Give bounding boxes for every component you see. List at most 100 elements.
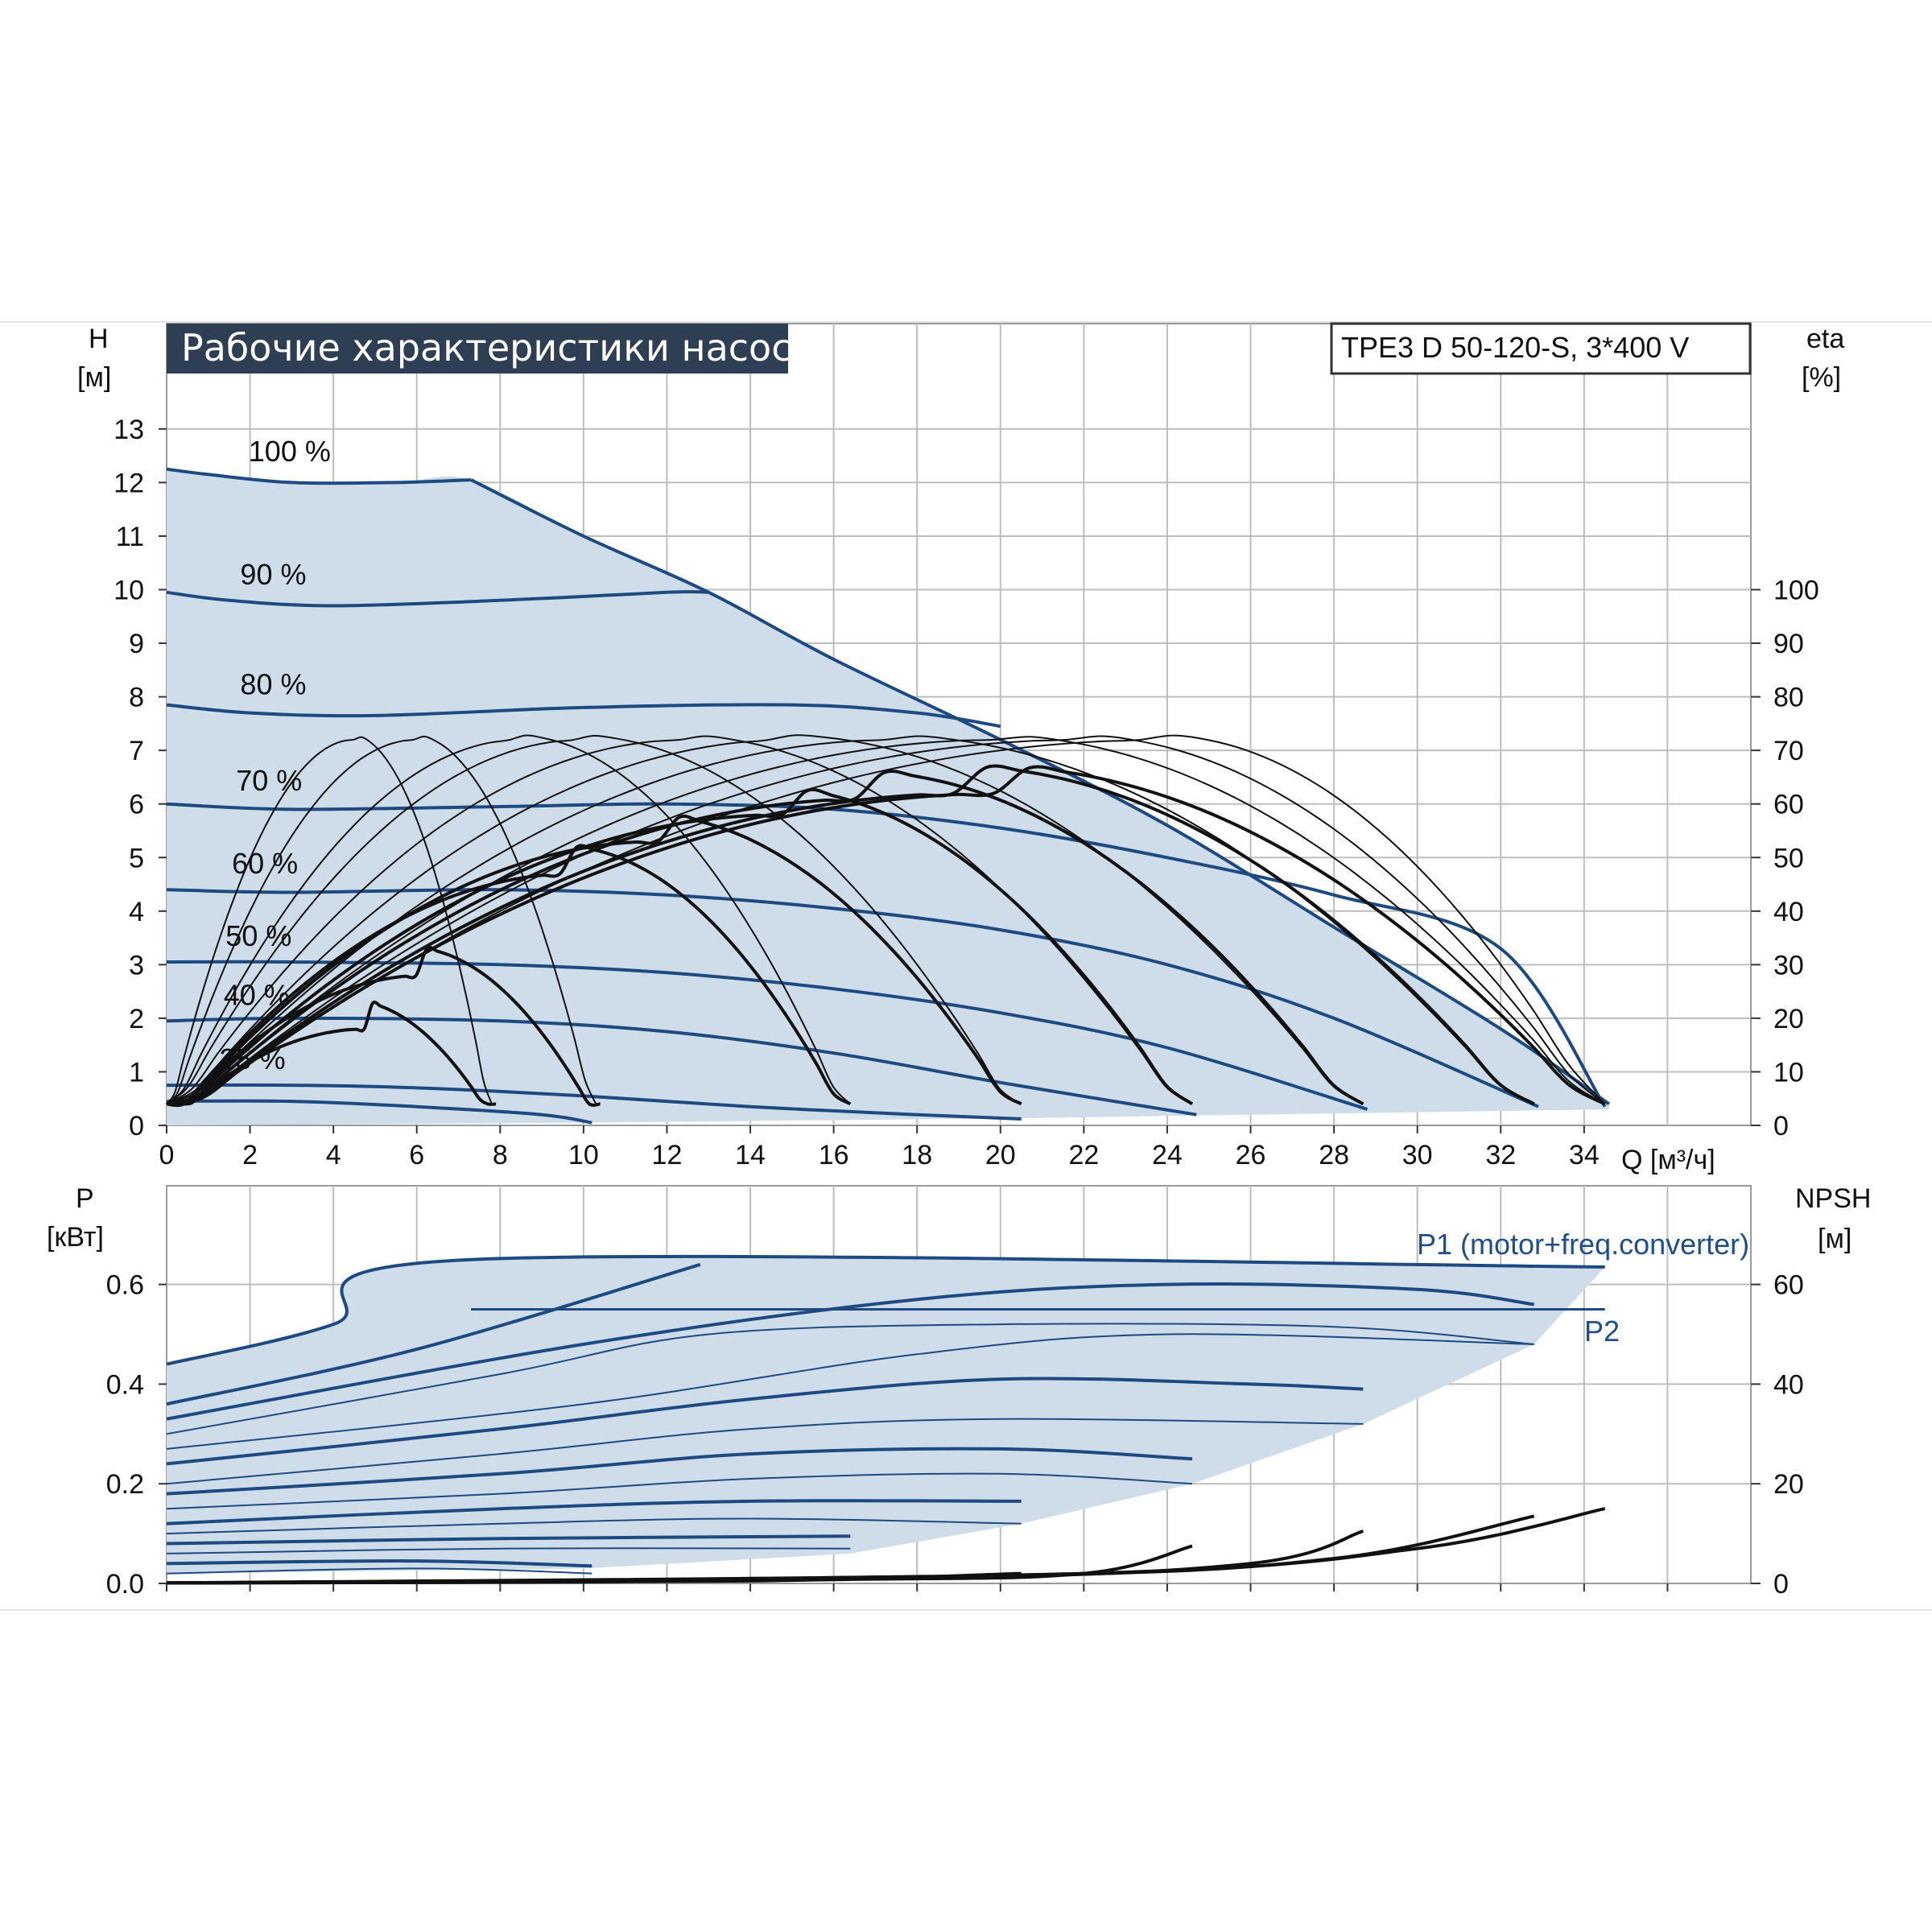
q-axis-title: Q [м³/ч] (1621, 1145, 1715, 1175)
p1-max-curve (166, 1254, 1605, 1366)
y2-tick-label: 80 (1773, 683, 1804, 713)
title-box (167, 324, 788, 374)
power-panel: 0.0 0.2 0.4 0.6 0 20 40 60 P [кВт] NPSH [м] P1 … (47, 1183, 1871, 1600)
p1-curve (166, 1282, 1534, 1421)
npsh-curves (166, 1507, 1606, 1585)
efficiency-curve (166, 735, 1606, 1105)
y-tick-label: 10 (114, 576, 144, 606)
p-tick-label: 0.0 (106, 1569, 144, 1600)
speed-label: 100 % (249, 435, 331, 468)
efficiency-curve-bold (166, 844, 852, 1108)
model-label: TPE3 D 50-120-S, 3*400 V (1341, 331, 1689, 364)
p1-curve (166, 1377, 1364, 1466)
efficiency-curve-bold (166, 945, 601, 1107)
max-curve (470, 478, 1611, 1106)
y2-tick-label: 20 (1773, 1004, 1804, 1034)
p2-curve (166, 1333, 1534, 1450)
speed-label: 50 % (225, 919, 291, 952)
p2-curve (166, 1472, 1193, 1510)
p1-curve (166, 1262, 701, 1406)
speed-label: 60 % (232, 847, 298, 880)
p-tick-label: 0.6 (106, 1270, 144, 1301)
efficiency-curve (166, 736, 1606, 1105)
npsh-tick-label: 0 (1773, 1569, 1789, 1600)
npsh-tick-label: 60 (1773, 1270, 1804, 1301)
x-tick-label: 32 (1485, 1140, 1516, 1170)
efficiency-curve-bold (166, 765, 1606, 1106)
head-curve (166, 703, 1001, 729)
model-box (1330, 322, 1752, 375)
x-tick-label: 20 (985, 1140, 1016, 1170)
speed-label: 70 % (236, 764, 302, 797)
p2-curve (166, 1567, 592, 1575)
efficiency-curves (166, 734, 1606, 1108)
npsh-curve (166, 1507, 1606, 1585)
head-ticks: 0 2 4 6 8 10 12 14 16 18 20 22 24 26 28 30 32 34012345678… (114, 415, 1819, 1170)
x-tick-label: 18 (902, 1140, 932, 1170)
y-tick-label: 8 (129, 683, 144, 713)
efficiency-curve (166, 734, 852, 1105)
y-tick-label: 4 (129, 897, 144, 927)
x-tick-label: 26 (1236, 1140, 1266, 1170)
p-tick-label: 0.4 (106, 1369, 144, 1400)
efficiency-curve (166, 734, 1364, 1105)
p-axis-unit: [кВт] (47, 1222, 104, 1253)
y2-tick-label: 60 (1773, 790, 1804, 820)
head-panel: 0 2 4 6 8 10 12 14 16 18 20 22 24 26 28 30 32 34012345678… (77, 322, 1844, 1175)
y2-tick-label: 100 (1773, 576, 1819, 606)
h-axis-unit: [м] (77, 362, 111, 393)
x-tick-label: 30 (1402, 1140, 1433, 1170)
power-curves (166, 1254, 1605, 1575)
speed-label: 80 % (240, 667, 306, 700)
x-tick-label: 4 (326, 1140, 341, 1170)
x-tick-label: 0 (159, 1140, 175, 1170)
efficiency-curve-bold (166, 814, 1022, 1106)
head-curve (166, 467, 472, 485)
speed-label: 25 % (220, 1042, 286, 1075)
head-curve (166, 1099, 592, 1125)
head-curve (166, 888, 1539, 1108)
y-tick-label: 0 (129, 1111, 144, 1141)
x-tick-label: 12 (652, 1140, 683, 1170)
chart-title: Рабочие характеристики насоса (181, 326, 815, 369)
efficiency-curve (166, 734, 1022, 1105)
y2-tick-label: 10 (1773, 1057, 1804, 1088)
p2-label: P2 (1584, 1315, 1620, 1348)
efficiency-curve-bold (166, 764, 1535, 1106)
speed-label: 90 % (240, 558, 306, 591)
x-tick-label: 8 (493, 1140, 508, 1170)
head-curve (166, 590, 709, 608)
eta-axis-title: eta (1806, 324, 1844, 354)
efficiency-curve-bold (167, 1001, 497, 1106)
y-tick-label: 12 (114, 468, 144, 498)
speed-labels: 100 % 90 % 80 % 70 % 60 % 50 % 40 % 25 % (220, 435, 331, 1075)
power-ticks: 0.0 0.2 0.4 0.6 0 20 40 60 (106, 1270, 1804, 1600)
npsh-tick-label: 40 (1773, 1369, 1804, 1400)
x-tick-label: 22 (1068, 1140, 1099, 1170)
y2-tick-label: 70 (1773, 736, 1804, 766)
y-tick-label: 1 (129, 1057, 144, 1088)
efficiency-curve (166, 736, 493, 1105)
p1-label: P1 (motor+freq.converter) (1417, 1228, 1749, 1261)
p1-curve (166, 1559, 592, 1568)
x-tick-label: 16 (819, 1140, 849, 1170)
y-tick-label: 13 (114, 415, 144, 445)
x-tick-label: 6 (409, 1140, 424, 1170)
efficiency-curve-bold (166, 769, 1364, 1106)
x-tick-label: 34 (1569, 1140, 1600, 1170)
x-tick-label: 2 (242, 1140, 258, 1170)
y2-tick-label: 0 (1773, 1111, 1789, 1141)
p2-curve (166, 1547, 851, 1554)
y2-tick-label: 50 (1773, 843, 1804, 873)
eta-axis-unit: [%] (1802, 362, 1841, 393)
x-tick-label: 10 (568, 1140, 599, 1170)
p2-curve (166, 1323, 1534, 1435)
p1-curve (166, 1447, 1193, 1496)
npsh-tick-label: 20 (1773, 1469, 1804, 1500)
p1-curve (166, 1499, 1022, 1525)
p1-curve (166, 1534, 851, 1546)
npsh-axis-title: NPSH (1795, 1183, 1871, 1214)
y2-tick-label: 30 (1773, 950, 1804, 980)
x-tick-label: 14 (735, 1140, 766, 1170)
